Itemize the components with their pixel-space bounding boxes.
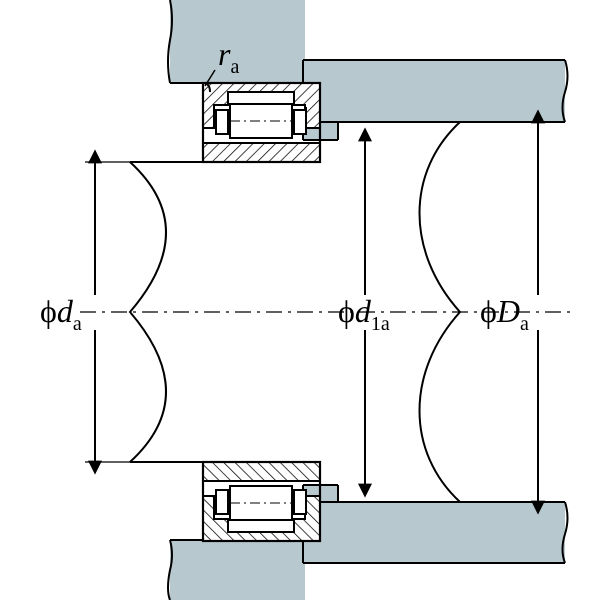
bearing-diagram: ra ϕda ϕd1a ϕDa — [0, 0, 600, 600]
housing-top — [303, 60, 565, 140]
label-phi-d1a: ϕd1a — [338, 293, 390, 335]
shaft-bottom — [170, 540, 305, 600]
roller-top — [216, 104, 306, 138]
housing-bottom — [303, 485, 565, 563]
label-phi-Da: ϕDa — [480, 293, 529, 335]
bearing-section-bottom — [203, 462, 320, 541]
label-phi-da: ϕda — [40, 293, 82, 335]
